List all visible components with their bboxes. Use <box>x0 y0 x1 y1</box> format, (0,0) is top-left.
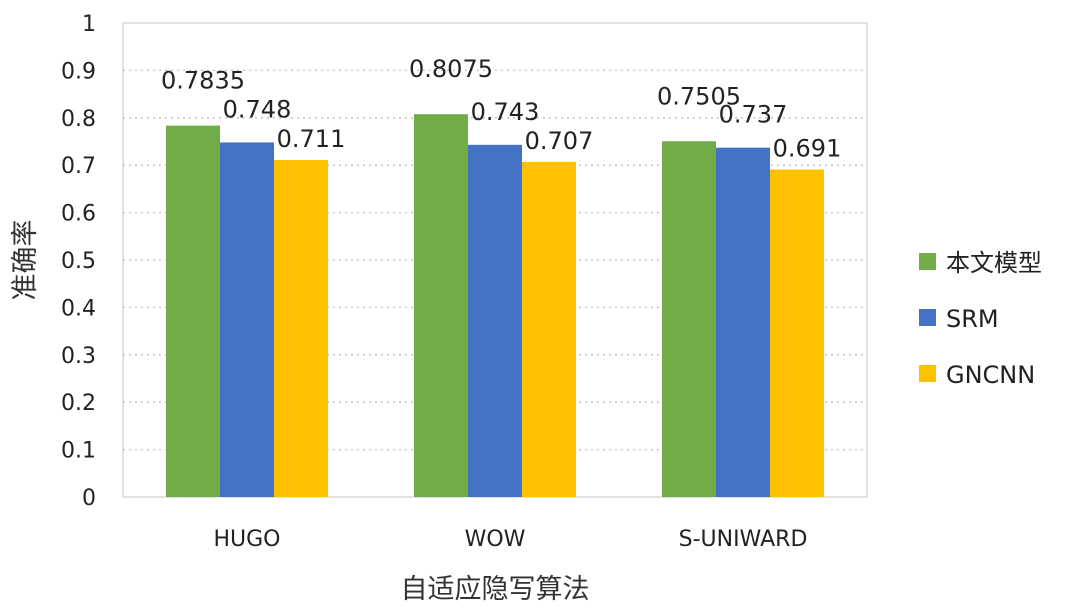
data-label: 0.711 <box>277 125 346 153</box>
data-label: 0.748 <box>223 95 292 123</box>
y-tick-label: 0 <box>82 486 96 511</box>
data-label: 0.7505 <box>657 82 741 110</box>
y-tick-label: 0.7 <box>61 154 96 179</box>
x-axis-title: 自适应隐写算法 <box>401 574 590 605</box>
y-tick-label: 1 <box>82 12 96 37</box>
data-label: 0.737 <box>719 101 788 129</box>
bar-GNCNN-S-UNIWARD <box>770 169 824 497</box>
y-axis-title: 准确率 <box>10 220 41 301</box>
bar-本文模型-S-UNIWARD <box>662 141 716 497</box>
x-tick-label: WOW <box>465 527 526 552</box>
bar-SRM-S-UNIWARD <box>716 147 770 498</box>
legend-swatch <box>919 365 936 382</box>
y-tick-label: 0.9 <box>61 59 96 84</box>
legend: 本文模型 SRM GNCNN <box>919 249 1042 389</box>
data-labels: 0.78350.7480.7110.80750.7430.7070.75050.… <box>161 55 841 162</box>
legend-label: SRM <box>946 305 999 333</box>
x-tick-label: HUGO <box>213 527 280 552</box>
y-tick-label: 0.6 <box>61 202 96 227</box>
legend-label: GNCNN <box>946 361 1035 389</box>
y-tick-label: 0.2 <box>61 391 96 416</box>
data-label: 0.7835 <box>161 67 245 95</box>
y-tick-label: 0.5 <box>61 249 96 274</box>
bar-本文模型-WOW <box>414 114 468 498</box>
y-axis-ticks: 0 0.1 0.2 0.3 0.4 0.5 0.6 0.7 0.8 0.9 1 <box>61 12 96 511</box>
bar-SRM-WOW <box>468 144 522 497</box>
x-axis-ticks: HUGO WOW S-UNIWARD <box>213 527 807 552</box>
y-tick-label: 0.4 <box>61 296 96 321</box>
bar-GNCNN-HUGO <box>274 159 328 497</box>
legend-swatch <box>919 309 936 326</box>
data-label: 0.743 <box>471 98 540 126</box>
legend-label: 本文模型 <box>946 249 1042 277</box>
y-tick-label: 0.8 <box>61 107 96 132</box>
bar-本文模型-HUGO <box>166 125 220 497</box>
data-label: 0.691 <box>773 134 842 162</box>
legend-swatch <box>919 253 936 270</box>
data-label: 0.8075 <box>409 55 493 83</box>
bar-GNCNN-WOW <box>522 161 576 497</box>
y-tick-label: 0.3 <box>61 344 96 369</box>
bar-SRM-HUGO <box>220 142 274 497</box>
bars <box>166 114 824 498</box>
x-tick-label: S-UNIWARD <box>679 527 808 552</box>
data-label: 0.707 <box>525 127 594 155</box>
y-tick-label: 0.1 <box>61 439 96 464</box>
